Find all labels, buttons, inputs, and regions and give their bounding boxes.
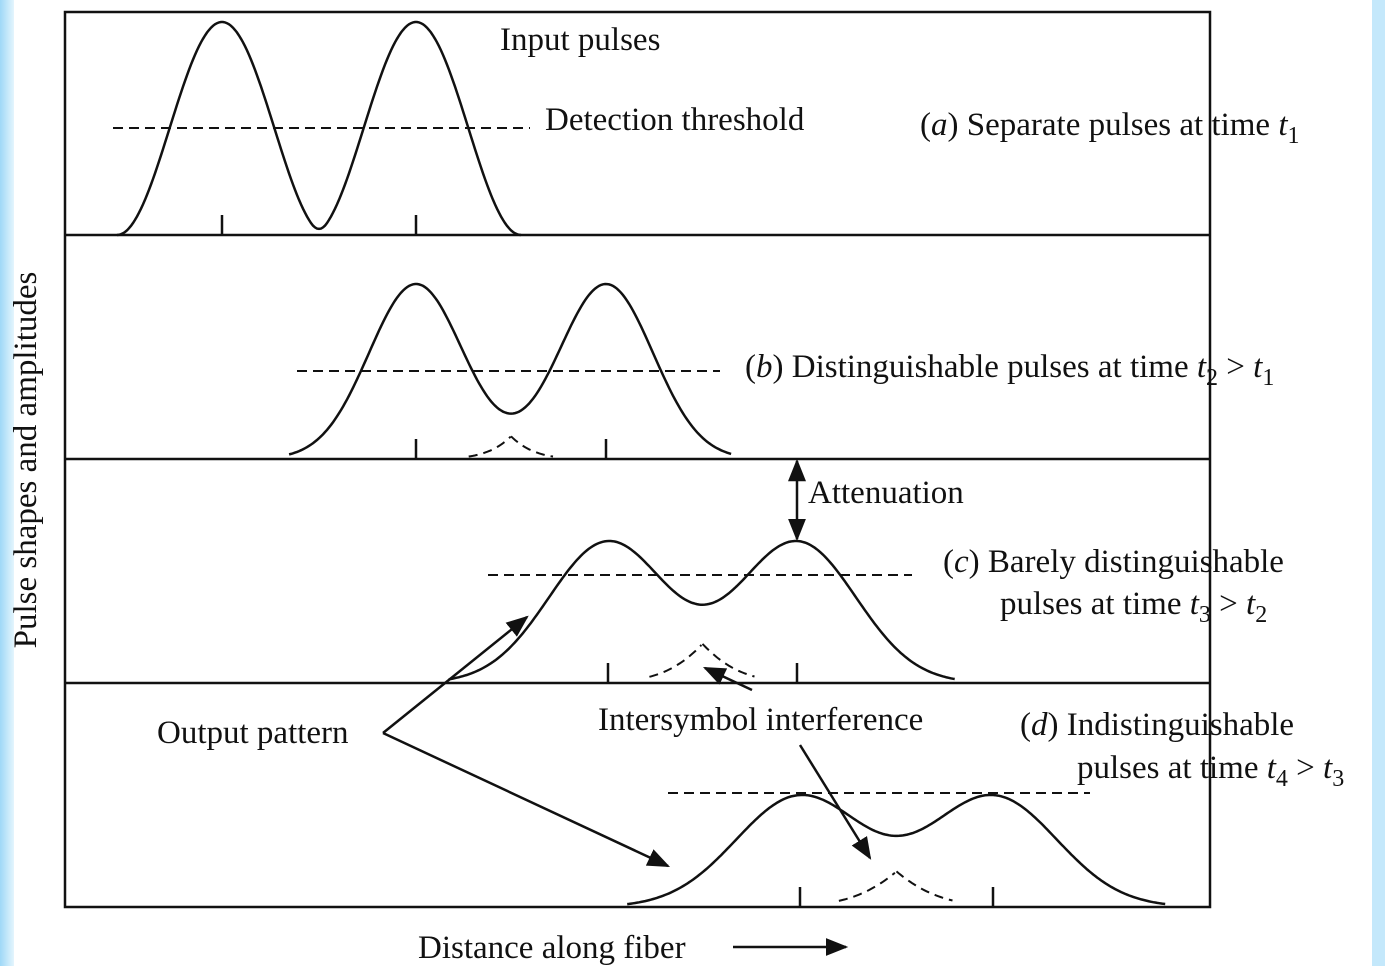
- captions: (a) Separate pulses at time t1(b) Distin…: [745, 107, 1344, 792]
- left-border: [0, 0, 14, 966]
- caption-part: (: [745, 349, 756, 385]
- caption-part: ) Separate pulses at time: [948, 107, 1279, 143]
- individual-pulse: [895, 870, 953, 902]
- attenuation-label: Attenuation: [808, 475, 964, 511]
- curves: [113, 20, 1166, 907]
- y-axis-label: Pulse shapes and amplitudes: [8, 272, 44, 649]
- caption-part: pulses at time: [1077, 750, 1267, 786]
- individual-pulse: [649, 644, 703, 678]
- caption-part: ) Indistinguishable: [1048, 707, 1295, 743]
- pulse-curve: [116, 20, 522, 237]
- pulse-curve: [288, 282, 732, 456]
- caption-part: >: [1211, 586, 1246, 622]
- panel-caption: pulses at time t4 > t3: [1077, 750, 1344, 792]
- caption-part: 2: [1255, 602, 1267, 628]
- panel-caption: (d) Indistinguishable: [1020, 707, 1294, 743]
- caption-part: 2: [1206, 365, 1218, 391]
- caption-part: t: [1190, 586, 1200, 622]
- caption-part: 3: [1199, 602, 1211, 628]
- caption-part: (: [920, 107, 931, 143]
- caption-part: t: [1246, 586, 1256, 622]
- caption-part: 1: [1262, 365, 1274, 391]
- caption-part: t: [1253, 349, 1263, 385]
- panel-caption: (a) Separate pulses at time t1: [920, 107, 1299, 149]
- caption-part: 1: [1287, 123, 1299, 149]
- panel-caption: (b) Distinguishable pulses at time t2 > …: [745, 349, 1274, 391]
- caption-part: >: [1218, 349, 1253, 385]
- caption-part: c: [954, 544, 969, 580]
- caption-part: (: [943, 544, 954, 580]
- arrow: [702, 666, 753, 692]
- caption-part: t: [1197, 349, 1207, 385]
- caption-part: b: [756, 349, 773, 385]
- caption-part: 3: [1332, 766, 1344, 792]
- pulse-curve: [448, 539, 955, 681]
- caption-part: t: [1323, 750, 1333, 786]
- caption-part: pulses at time: [1000, 586, 1190, 622]
- arrow: [382, 615, 529, 734]
- individual-pulse: [701, 643, 755, 678]
- isi-label: Intersymbol interference: [598, 702, 923, 738]
- caption-part: ) Distinguishable pulses at time: [773, 349, 1197, 385]
- caption-part: t: [1278, 107, 1288, 143]
- background: [14, 0, 1372, 966]
- caption-part: 4: [1276, 766, 1288, 792]
- arrow: [382, 731, 671, 868]
- panel-caption: pulses at time t3 > t2: [1000, 586, 1267, 628]
- pulse-curve: [627, 793, 1166, 906]
- caption-part: (: [1020, 707, 1031, 743]
- panel-caption: (c) Barely distinguishable: [943, 544, 1284, 580]
- caption-part: ) Barely distinguishable: [969, 544, 1284, 580]
- caption-part: d: [1031, 707, 1048, 743]
- x-axis-label: Distance along fiber: [418, 930, 686, 966]
- individual-pulse: [838, 872, 896, 902]
- threshold-label: Detection threshold: [545, 102, 805, 138]
- arrow: [798, 744, 872, 860]
- caption-part: t: [1267, 750, 1277, 786]
- individual-pulse: [468, 435, 512, 458]
- caption-part: a: [931, 107, 948, 143]
- caption-part: >: [1288, 750, 1323, 786]
- output-pattern-label: Output pattern: [157, 715, 349, 751]
- input-pulses-label: Input pulses: [500, 22, 660, 58]
